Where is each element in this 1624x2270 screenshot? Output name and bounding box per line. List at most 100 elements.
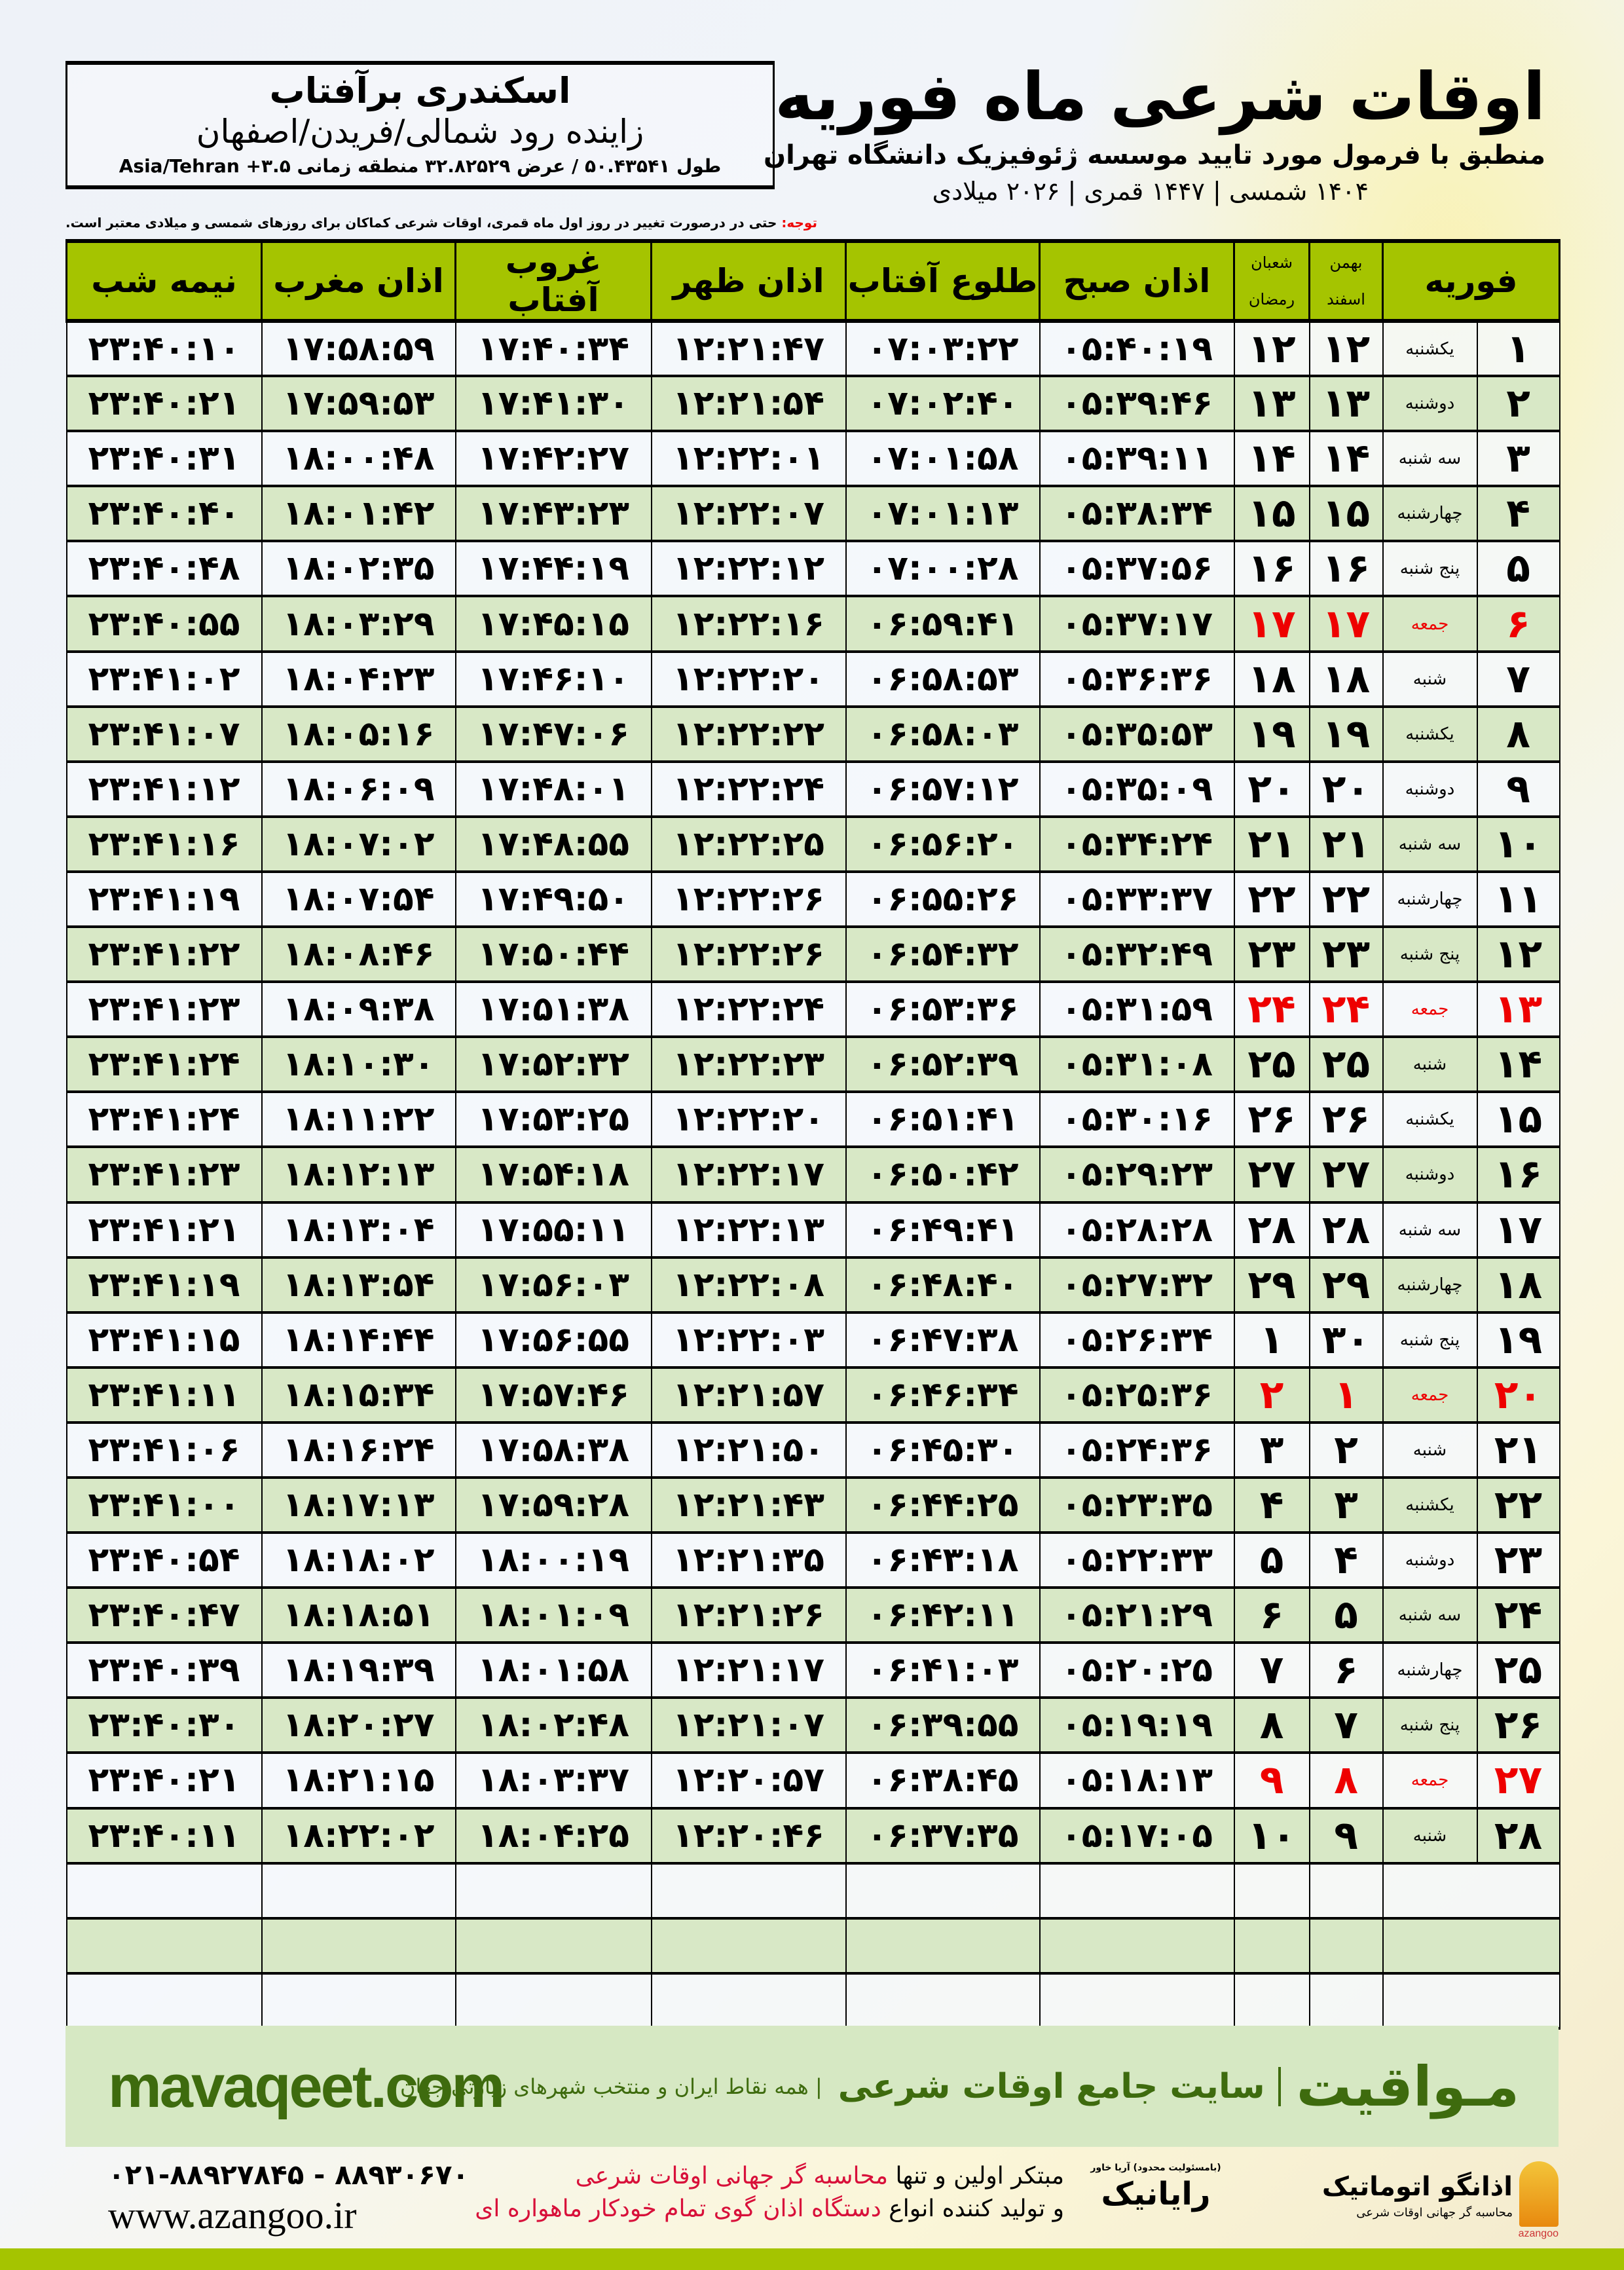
- midnight-time: ۲۳:۴۱:۲۳: [65, 981, 263, 1039]
- solar-date: ۸: [1308, 1752, 1384, 1810]
- lunar-date: ۲۳: [1233, 926, 1310, 984]
- header-dhuhr: اذان ظهر: [650, 239, 847, 323]
- maghrib-time: ۱۸:۰۸:۴۶: [261, 926, 456, 984]
- solar-date: ۱۹: [1308, 705, 1384, 763]
- footer-line-2: و تولید کننده انواع دستگاه اذان گوی تمام…: [445, 2194, 1064, 2224]
- sunrise-time: ۰۶:۵۲:۳۹: [845, 1036, 1041, 1094]
- lunar-date: ۸: [1233, 1697, 1310, 1755]
- raianik-sub: (بامسئولیت محدود) آریا خاور: [1090, 2163, 1221, 2173]
- day-number: ۱۲: [1476, 926, 1560, 984]
- footer-line-1: مبتکر اولین و تنها محاسبه گر جهانی اوقات…: [488, 2161, 1064, 2191]
- sunrise-time: ۰۷:۰۱:۵۸: [845, 430, 1041, 488]
- sunset-time: ۱۷:۵۹:۲۸: [454, 1476, 652, 1535]
- solar-date: ۴: [1308, 1532, 1384, 1590]
- dhuhr-time: ۱۲:۲۲:۰۳: [650, 1311, 847, 1369]
- sunrise-time: ۰۶:۴۶:۳۴: [845, 1366, 1041, 1424]
- prayer-times-table: فوریه بهمن اسفند شعبان رمضان اذان صبح طلوع…: [65, 239, 1560, 2030]
- maghrib-time: ۱۸:۰۴:۲۳: [261, 650, 456, 708]
- weekday: چهارشنبه: [1382, 1642, 1478, 1700]
- table-row: ۲۸ شنبه ۹ ۱۰ ۰۵:۱۷:۰۵ ۰۶:۳۷:۳۵ ۱۲:۲۰:۴۶ ۱۸:۰۴:۲…: [65, 1807, 1560, 1865]
- table-row: ۱۰ سه شنبه ۲۱ ۲۱ ۰۵:۳۴:۲۴ ۰۶:۵۶:۲۰ ۱۲:۲۲:۲۵ ۱۷:…: [65, 815, 1560, 873]
- weekday: سه شنبه: [1382, 815, 1478, 873]
- sunset-time: ۱۷:۴۵:۱۵: [454, 595, 652, 653]
- day-number: ۷: [1476, 650, 1560, 708]
- azangoo-url[interactable]: www.azangoo.ir: [108, 2194, 357, 2237]
- solar-date: ۲۴: [1308, 981, 1384, 1039]
- table-row: ۲۷ جمعه ۸ ۹ ۰۵:۱۸:۱۳ ۰۶:۳۸:۴۵ ۱۲:۲۰:۵۷ ۱۸:۰۳:۳۷…: [65, 1752, 1560, 1810]
- maghrib-time: ۱۷:۵۹:۵۳: [261, 375, 456, 433]
- midnight-time: ۲۳:۴۱:۰۲: [65, 650, 263, 708]
- header-sunset: غروب آفتاب: [454, 239, 652, 323]
- sunrise-time: ۰۷:۰۳:۲۲: [845, 320, 1041, 378]
- fajr-time: ۰۵:۳۰:۱۶: [1039, 1091, 1235, 1149]
- table-header: فوریه بهمن اسفند شعبان رمضان اذان صبح طلوع…: [65, 239, 1560, 323]
- weekday: جمعه: [1382, 595, 1478, 653]
- solar-date: ۲۶: [1308, 1091, 1384, 1149]
- midnight-time: ۲۳:۴۱:۲۴: [65, 1036, 263, 1094]
- weekday: شنبه: [1382, 1807, 1478, 1865]
- header-bahman: بهمن: [1329, 253, 1363, 272]
- dhuhr-time: ۱۲:۲۱:۵۴: [650, 375, 847, 433]
- sunset-time: ۱۷:۴۸:۵۵: [454, 815, 652, 873]
- azangoo-latin: azangoo: [1518, 2228, 1559, 2239]
- dhuhr-time: ۱۲:۲۲:۲۳: [650, 1036, 847, 1094]
- fajr-time: ۰۵:۳۹:۱۱: [1039, 430, 1235, 488]
- weekday: جمعه: [1382, 981, 1478, 1039]
- weekday: پنج شنبه: [1382, 1311, 1478, 1369]
- day-number: ۲۸: [1476, 1807, 1560, 1865]
- solar-date: ۲۸: [1308, 1201, 1384, 1259]
- table-row: ۴ چهارشنبه ۱۵ ۱۵ ۰۵:۳۸:۳۴ ۰۷:۰۱:۱۳ ۱۲:۲۲:۰۷ ۱۷:…: [65, 485, 1560, 543]
- weekday: پنج شنبه: [1382, 926, 1478, 984]
- table-row: ۲۲ یکشنبه ۳ ۴ ۰۵:۲۳:۳۵ ۰۶:۴۴:۲۵ ۱۲:۲۱:۴۳ ۱۷:۵۹:…: [65, 1476, 1560, 1535]
- sunset-time: ۱۷:۵۴:۱۸: [454, 1146, 652, 1204]
- day-number: ۱: [1476, 320, 1560, 378]
- empty-row: [65, 1862, 1560, 1920]
- header-sunrise: طلوع آفتاب: [845, 239, 1041, 323]
- sunset-time: ۱۷:۴۶:۱۰: [454, 650, 652, 708]
- azangoo-name: اذانگو اتوماتیک: [1321, 2172, 1513, 2202]
- fajr-time: ۰۵:۳۵:۰۹: [1039, 760, 1235, 818]
- day-number: ۲۴: [1476, 1587, 1560, 1645]
- day-number: ۲۳: [1476, 1532, 1560, 1590]
- note-label: توجه:: [781, 215, 817, 231]
- location-name: اسکندری برآفتاب: [269, 70, 571, 111]
- sunset-time: ۱۸:۰۰:۱۹: [454, 1532, 652, 1590]
- dhuhr-time: ۱۲:۲۱:۴۳: [650, 1476, 847, 1535]
- lunar-date: ۴: [1233, 1476, 1310, 1535]
- maghrib-time: ۱۸:۰۰:۴۸: [261, 430, 456, 488]
- footer-highlight: محاسبه گر جهانی اوقات شرعی: [575, 2163, 889, 2189]
- lunar-date: ۲۴: [1233, 981, 1310, 1039]
- midnight-time: ۲۳:۴۱:۱۱: [65, 1366, 263, 1424]
- raianik-logo: (بامسئولیت محدود) آریا خاور رایانیک: [1084, 2161, 1228, 2227]
- midnight-time: ۲۳:۴۰:۱۰: [65, 320, 263, 378]
- fajr-time: ۰۵:۲۸:۲۸: [1039, 1201, 1235, 1259]
- maghrib-time: ۱۸:۱۴:۴۴: [261, 1311, 456, 1369]
- fajr-time: ۰۵:۱۷:۰۵: [1039, 1807, 1235, 1865]
- sunrise-time: ۰۶:۵۷:۱۲: [845, 760, 1041, 818]
- weekday: یکشنبه: [1382, 1091, 1478, 1149]
- midnight-time: ۲۳:۴۱:۲۴: [65, 1091, 263, 1149]
- header-maghrib: اذان مغرب: [261, 239, 456, 323]
- solar-date: ۳: [1308, 1476, 1384, 1535]
- midnight-time: ۲۳:۴۱:۲۱: [65, 1201, 263, 1259]
- weekday: دوشنبه: [1382, 375, 1478, 433]
- day-number: ۱۳: [1476, 981, 1560, 1039]
- sunrise-time: ۰۶:۵۱:۴۱: [845, 1091, 1041, 1149]
- day-number: ۴: [1476, 485, 1560, 543]
- solar-date: ۵: [1308, 1587, 1384, 1645]
- lunar-date: ۲۷: [1233, 1146, 1310, 1204]
- midnight-time: ۲۳:۴۰:۵۴: [65, 1532, 263, 1590]
- table-row: ۱۶ دوشنبه ۲۷ ۲۷ ۰۵:۲۹:۲۳ ۰۶:۵۰:۴۲ ۱۲:۲۲:۱۷ ۱۷:۵…: [65, 1146, 1560, 1204]
- table-row: ۲۵ چهارشنبه ۶ ۷ ۰۵:۲۰:۲۵ ۰۶:۴۱:۰۳ ۱۲:۲۱:۱۷ ۱۸:۰…: [65, 1642, 1560, 1700]
- banner-url[interactable]: mavaqeet.com: [108, 2053, 505, 2120]
- solar-date: ۲۳: [1308, 926, 1384, 984]
- fajr-time: ۰۵:۲۶:۳۴: [1039, 1311, 1235, 1369]
- table-row: ۱۸ چهارشنبه ۲۹ ۲۹ ۰۵:۲۷:۳۲ ۰۶:۴۸:۴۰ ۱۲:۲۲:۰۸ ۱۷…: [65, 1256, 1560, 1314]
- empty-row: [65, 1972, 1560, 2030]
- lunar-date: ۲: [1233, 1366, 1310, 1424]
- sunrise-time: ۰۶:۴۳:۱۸: [845, 1532, 1041, 1590]
- lunar-date: ۳: [1233, 1421, 1310, 1479]
- lunar-date: ۲۱: [1233, 815, 1310, 873]
- lunar-date: ۲۵: [1233, 1036, 1310, 1094]
- midnight-time: ۲۳:۴۱:۲۲: [65, 926, 263, 984]
